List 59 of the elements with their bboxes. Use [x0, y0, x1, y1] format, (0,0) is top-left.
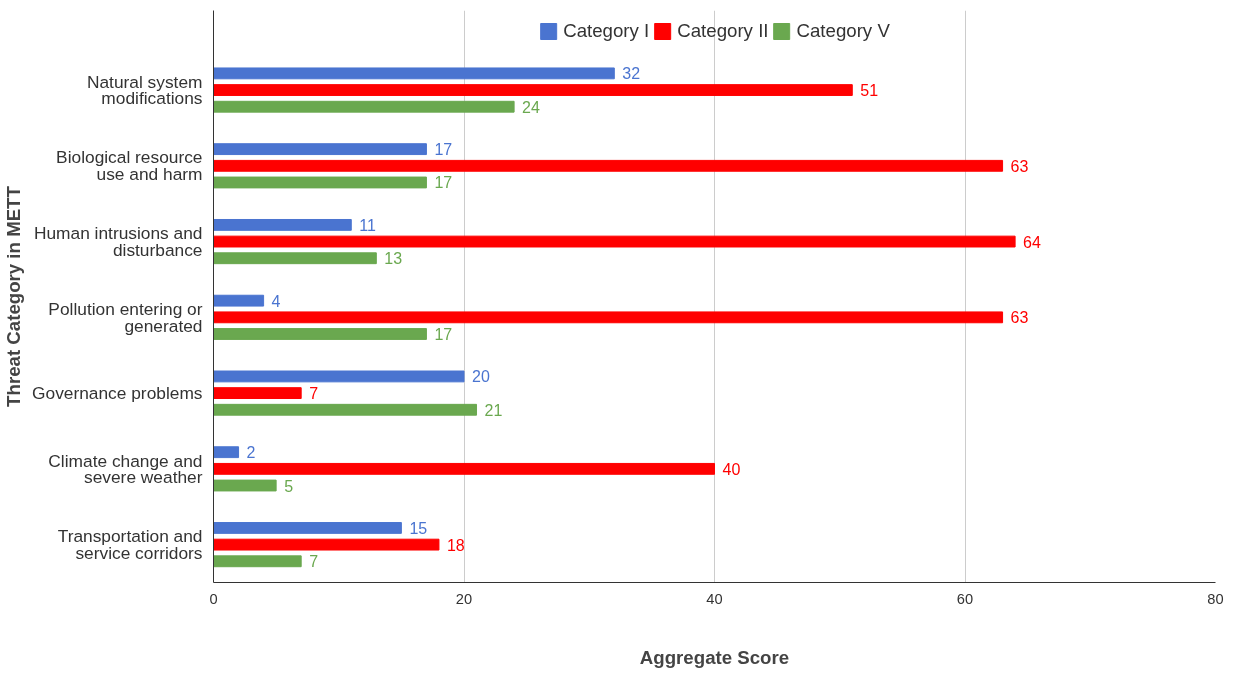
- data-label: 63: [1010, 309, 1029, 327]
- data-label: 17: [434, 174, 453, 192]
- bar: [213, 479, 277, 492]
- data-label: 51: [860, 82, 879, 100]
- y-tick-label: Transportation and service corridors: [57, 526, 203, 563]
- x-tick-label: 60: [956, 590, 974, 607]
- x-axis-title: Aggregate Score: [639, 646, 790, 668]
- bar: [213, 100, 515, 113]
- data-label: 5: [284, 477, 294, 495]
- data-label: 21: [484, 401, 503, 419]
- bar: [213, 67, 615, 80]
- bar: [213, 462, 715, 475]
- y-tick-label: Pollution entering or generated: [48, 299, 203, 336]
- data-label: 4: [271, 292, 281, 310]
- bar: [213, 403, 478, 416]
- y-tick-label: Governance problems: [32, 383, 203, 404]
- bar: [213, 370, 465, 383]
- bar: [213, 235, 1016, 248]
- bar: [213, 555, 302, 568]
- bar: [213, 311, 1004, 324]
- bar: [213, 446, 240, 459]
- y-tick-label: Natural system modifications: [86, 71, 203, 109]
- data-label: 11: [359, 216, 376, 234]
- data-label: 2: [246, 444, 256, 462]
- x-tick-label: 20: [455, 590, 473, 607]
- bar: [213, 522, 402, 534]
- x-tick-label: 80: [1207, 590, 1224, 607]
- bar: [213, 252, 377, 265]
- bar: [213, 84, 853, 96]
- legend-label: Category V: [796, 20, 890, 42]
- data-label: 13: [384, 250, 403, 268]
- legend-label: Category I: [563, 20, 650, 42]
- data-label: 17: [434, 141, 453, 159]
- data-label: 7: [309, 385, 319, 403]
- data-label: 63: [1010, 157, 1029, 175]
- bar: [213, 143, 427, 156]
- bar: [213, 328, 427, 340]
- data-label: 40: [722, 460, 741, 478]
- bar: [213, 159, 1004, 172]
- data-label: 7: [309, 553, 319, 571]
- y-tick-label: Biological resource use and harm: [56, 147, 203, 185]
- data-label: 24: [522, 98, 540, 116]
- bar: [213, 538, 440, 551]
- bar: [213, 218, 352, 231]
- data-label: 17: [434, 326, 453, 343]
- data-label: 32: [622, 65, 641, 83]
- y-tick-label: Climate change and severe weather: [48, 450, 203, 488]
- bar: [213, 176, 427, 189]
- data-label: 20: [472, 368, 490, 386]
- data-label: 15: [409, 519, 428, 537]
- x-tick-label: 40: [706, 590, 723, 607]
- y-tick-label: Human intrusions and disturbance: [33, 223, 203, 260]
- bar: [213, 294, 265, 307]
- y-axis-title: Threat Category in METT: [3, 185, 25, 407]
- data-label: 18: [446, 536, 465, 554]
- legend-label: Category II: [677, 20, 769, 42]
- data-label: 64: [1023, 233, 1041, 251]
- x-tick-label: 0: [209, 590, 218, 607]
- bar: [213, 387, 302, 400]
